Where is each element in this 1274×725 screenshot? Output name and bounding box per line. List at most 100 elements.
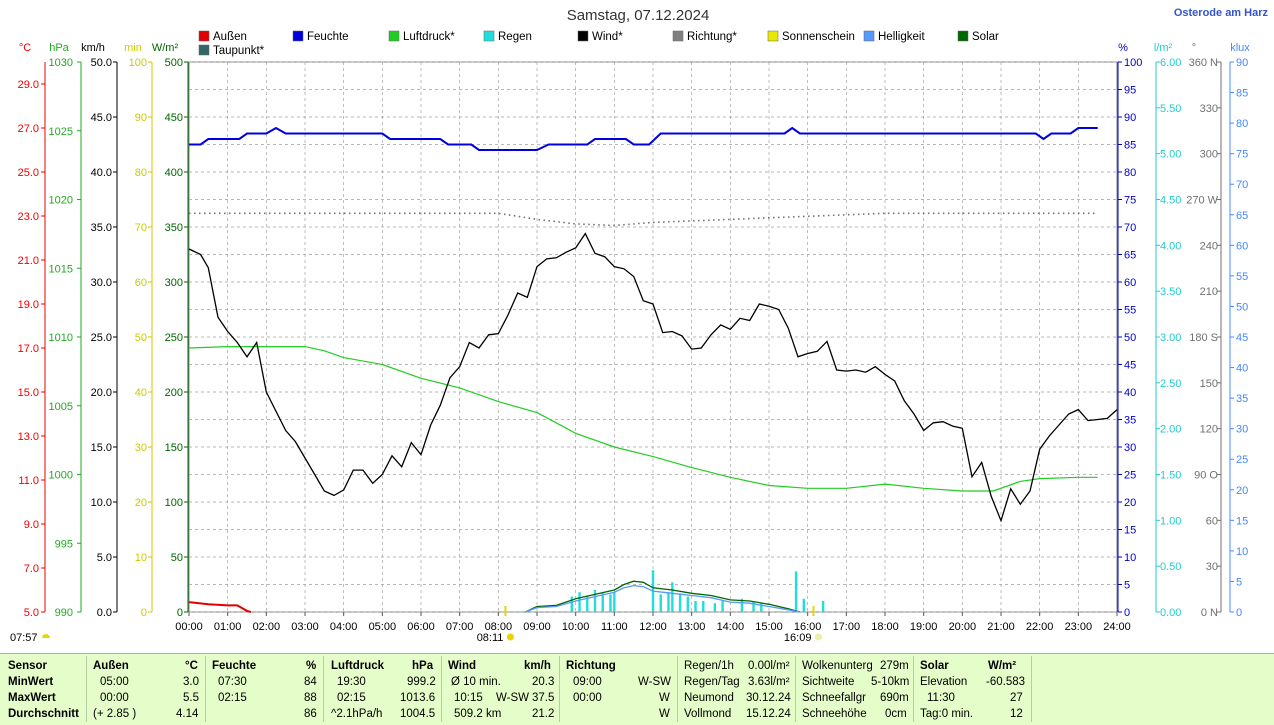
- rain-tick-label: 2.00: [1160, 424, 1181, 436]
- temp-tick-label: 19.0: [18, 299, 39, 311]
- direction-tick-label: 180 S: [1189, 332, 1218, 344]
- row-label-avg: Durchschnitt: [8, 708, 79, 720]
- rain-tick-label: 4.00: [1160, 240, 1181, 252]
- rain-bar: [721, 601, 724, 612]
- humidity-axis: %100959085807570656055504540353025201510…: [1117, 42, 1142, 619]
- time-tick-label: 11:00: [601, 621, 628, 633]
- solar-max-value: 27: [1010, 692, 1023, 704]
- luftdruck-max-time: 02:15: [337, 692, 366, 704]
- time-tick-label: 10:00: [562, 621, 590, 633]
- temp-tick-label: 5.0: [24, 607, 39, 619]
- minutes-tick-label: 50: [135, 332, 147, 344]
- rain-bar: [678, 593, 682, 612]
- legend-label: Regen: [498, 31, 532, 43]
- pressure-tick-label: 1030: [49, 57, 73, 69]
- lux-tick-label: 0: [1236, 607, 1242, 619]
- lux-tick-label: 90: [1236, 57, 1248, 69]
- rain-bar: [659, 594, 662, 612]
- minutes-tick-label: 40: [135, 387, 147, 399]
- lux-tick-label: 60: [1236, 240, 1248, 252]
- sun-event-label: 16:09: [784, 606, 822, 644]
- lux-tick-label: 45: [1236, 332, 1248, 344]
- rain-bar: [570, 596, 573, 612]
- luftdruck-header: Luftdruck: [331, 660, 385, 672]
- time-tick-label: 09:00: [523, 621, 551, 633]
- rain-bar: [667, 592, 670, 612]
- solar-tick-label: 150: [165, 442, 183, 454]
- location-label: Osterode am Harz: [1174, 7, 1269, 19]
- humidity-tick-label: 0: [1124, 607, 1130, 619]
- pressure-axis: hPa 1030 1025 1020 1015 1010 1005 1000 995 990: [49, 42, 82, 619]
- rain-tick-label: 3.00: [1160, 332, 1181, 344]
- feuchte-header: Feuchte: [212, 660, 257, 672]
- legend-label: Richtung*: [687, 31, 737, 43]
- humidity-tick-label: 15: [1124, 525, 1136, 537]
- vollmond-value: 15.12.24: [746, 708, 791, 720]
- temp-tick-label: 23.0: [18, 211, 39, 223]
- schneefallgrenze-value: 690m: [880, 692, 909, 704]
- humidity-tick-label: 55: [1124, 305, 1136, 317]
- wolkenuntergrenze-label: Wolkenunterg: [802, 660, 873, 672]
- time-tick-label: 15:00: [755, 621, 783, 633]
- wind-tick-label: 45.0: [91, 112, 112, 124]
- rain-bar: [702, 601, 705, 612]
- direction-tick-label: 90 O: [1194, 470, 1218, 482]
- wind-max-time: 10:15: [454, 692, 483, 704]
- rain-tick-label: 1.00: [1160, 515, 1181, 527]
- legend-swatch: [767, 30, 779, 42]
- temp-tick-label: 27.0: [18, 123, 39, 135]
- time-tick-label: 02:00: [253, 621, 281, 633]
- series-line: [188, 346, 1098, 492]
- aussen-avg-value: 4.14: [176, 708, 199, 720]
- direction-tick-label: 240: [1200, 240, 1218, 252]
- rain-tick-label: 6.00: [1160, 57, 1181, 69]
- wind-avg10-value: 20.3: [532, 676, 555, 688]
- rain-tick-label: 5.00: [1160, 149, 1181, 161]
- richtung-avg-value: W: [659, 708, 670, 720]
- wind-avg10-label: Ø 10 min.: [451, 676, 501, 688]
- minutes-tick-label: 30: [135, 442, 147, 454]
- time-tick-label: 13:00: [678, 621, 706, 633]
- series-line: [189, 126, 1098, 151]
- sun-event-label: 08:11: [477, 606, 514, 644]
- pressure-tick-label: 1000: [49, 470, 73, 482]
- wind-max-value: 37.5: [532, 692, 555, 704]
- wind-tick-label: 40.0: [91, 167, 112, 179]
- rain-bar: [593, 590, 597, 612]
- chart-title: Samstag, 07.12.2024: [567, 7, 710, 24]
- rain-tick-label: 2.50: [1160, 378, 1181, 390]
- temp-tick-label: 29.0: [18, 79, 39, 91]
- temp-tick-label: 21.0: [18, 255, 39, 267]
- legend-item: Feuchte: [292, 30, 349, 43]
- direction-tick-label: 0 N: [1201, 607, 1218, 619]
- temp-tick-label: 7.0: [24, 563, 39, 575]
- time-tick-label: 16:00: [794, 621, 822, 633]
- feuchte-max-value: 88: [304, 692, 317, 704]
- richtung-min-time: 09:00: [573, 676, 602, 688]
- time-tick-label: 06:00: [407, 621, 435, 633]
- legend-item: Wind*: [577, 30, 623, 43]
- series-line: [525, 584, 801, 613]
- solar-tick-label: 0: [177, 607, 183, 619]
- solar-max-time: 11:30: [927, 692, 955, 704]
- legend-item: Sonnenschein: [767, 30, 855, 43]
- rain-bar: [671, 582, 674, 612]
- solar-tick-label: 50: [171, 552, 183, 564]
- series-line: [188, 232, 1118, 523]
- legend-item: Taupunkt*: [198, 44, 265, 57]
- sensor-header: Sensor: [8, 660, 47, 672]
- solar-tick-label: 250: [165, 332, 183, 344]
- pressure-tick-label: 1010: [49, 332, 73, 344]
- solar-tick-label: 100: [165, 497, 183, 509]
- lux-tick-label: 25: [1236, 454, 1248, 466]
- legend-item: Helligkeit: [863, 30, 925, 43]
- aussen-max-time: 00:00: [100, 692, 129, 704]
- rain-axis: l/m² 6.00 5.50 5.00 4.50 4.00 3.50 3.00 2.50 2.00…: [1154, 42, 1182, 619]
- rain-bar: [578, 592, 581, 612]
- solar-axis-unit: W/m²: [152, 42, 179, 54]
- time-tick-label: 05:00: [369, 621, 397, 633]
- aussen-min-time: 05:00: [100, 676, 129, 688]
- solar-tick-label: 300: [165, 277, 183, 289]
- legend-label: Feuchte: [307, 31, 349, 43]
- temp-axis-unit: °C: [19, 42, 31, 54]
